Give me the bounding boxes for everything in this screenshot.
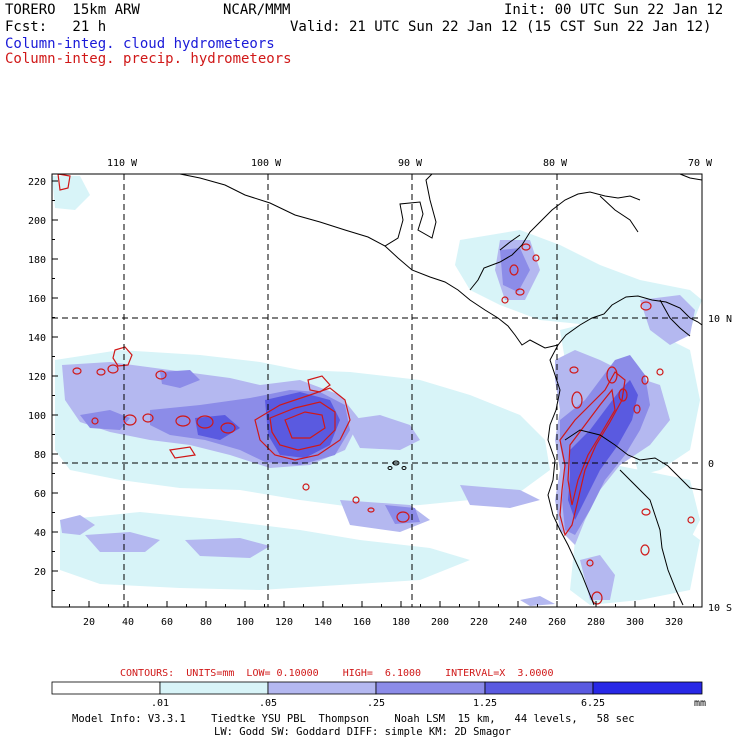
lat-label-10n: 10 N [708, 314, 732, 325]
x-tick-label: 120 [275, 617, 293, 628]
x-tick-label: 300 [626, 617, 644, 628]
x-tick-label: 80 [200, 617, 212, 628]
colorbar-label: 1.25 [473, 698, 497, 709]
y-tick-label: 100 [28, 411, 46, 422]
y-tick-label: 200 [28, 216, 46, 227]
y-tick-label: 20 [34, 567, 46, 578]
x-tick-label: 60 [161, 617, 173, 628]
y-tick-label: 160 [28, 294, 46, 305]
colorbar-swatch [592, 681, 703, 695]
colorbar-swatch [375, 681, 486, 695]
y-tick-label: 80 [34, 450, 46, 461]
x-tick-label: 320 [665, 617, 683, 628]
lon-label-90w: 90 W [398, 158, 423, 169]
lon-label-70w: 70 W [688, 158, 713, 169]
lat-label-0: 0 [708, 459, 714, 470]
colorbar-label: .05 [259, 698, 277, 709]
x-tick-label: 240 [509, 617, 527, 628]
x-tick-label: 160 [353, 617, 371, 628]
x-tick-label: 140 [314, 617, 332, 628]
init-time: Init: 00 UTC Sun 22 Jan 12 [504, 2, 724, 18]
forecast-hour: Fcst: 21 h [5, 19, 107, 35]
y-tick-label: 220 [28, 177, 46, 188]
x-tick-label: 100 [236, 617, 254, 628]
coastlines [179, 174, 702, 606]
map-frame [51, 173, 703, 608]
y-tick-label: 40 [34, 528, 46, 539]
map-content [52, 174, 702, 606]
valid-time: Valid: 21 UTC Sun 22 Jan 12 (15 CST Sun … [290, 19, 712, 35]
lon-label-80w: 80 W [543, 158, 568, 169]
colorbar: .01 .05 .25 1.25 6.25 mm [51, 681, 706, 709]
axis-ticks [52, 180, 694, 607]
colorbar-label: .01 [151, 698, 169, 709]
x-tick-label: 180 [392, 617, 410, 628]
field-precip-label: Column-integ. precip. hydrometeors [5, 51, 292, 67]
contour-info: CONTOURS: UNITS=mm LOW= 0.10000 HIGH= 6.… [120, 668, 553, 679]
y-tick-label: 120 [28, 372, 46, 383]
graticule [52, 174, 702, 607]
model-title: TORERO 15km ARW [5, 2, 140, 18]
field-cloud-label: Column-integ. cloud hydrometeors [5, 36, 275, 52]
model-info-line1: Model Info: V3.3.1 Tiedtke YSU PBL Thomp… [72, 713, 635, 725]
x-tick-label: 40 [122, 617, 134, 628]
colorbar-label: .25 [367, 698, 385, 709]
lat-label-10s: 10 S [708, 603, 732, 614]
x-tick-label: 260 [548, 617, 566, 628]
precip-contours [57, 174, 695, 605]
x-tick-label: 200 [431, 617, 449, 628]
lon-label-100w: 100 W [251, 158, 282, 169]
y-tick-label: 180 [28, 255, 46, 266]
colorbar-label: 6.25 [581, 698, 605, 709]
center-label: NCAR/MMM [223, 2, 291, 18]
model-info-line2: LW: Godd SW: Goddard DIFF: simple KM: 2D… [214, 726, 511, 738]
x-tick-label: 20 [83, 617, 95, 628]
colorbar-swatch [51, 681, 161, 695]
colorbar-units: mm [694, 698, 706, 709]
colorbar-swatch [267, 681, 377, 695]
cloud-field-intense [195, 380, 638, 520]
colorbar-swatch [159, 681, 269, 695]
y-tick-label: 140 [28, 333, 46, 344]
colorbar-swatch [484, 681, 594, 695]
y-tick-label: 60 [34, 489, 46, 500]
x-tick-label: 220 [470, 617, 488, 628]
x-tick-label: 280 [587, 617, 605, 628]
lon-label-110w: 110 W [107, 158, 138, 169]
